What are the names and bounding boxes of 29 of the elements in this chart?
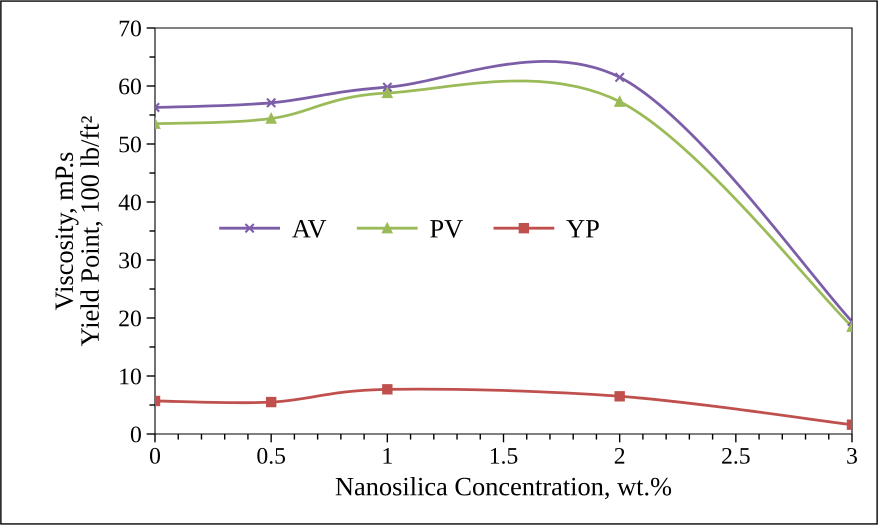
point (266, 396, 276, 408)
point (614, 72, 625, 83)
point (614, 96, 625, 107)
y-tick-label: 60 (119, 78, 141, 94)
y-tick-label: 40 (118, 194, 141, 210)
y-tick-label: 50 (120, 136, 141, 152)
point (382, 82, 393, 92)
x-tick-label: 2.5 (722, 448, 750, 464)
legend-label: YP (566, 220, 599, 238)
point (614, 391, 625, 402)
point (382, 88, 393, 98)
y-axis-title: Viscosity, mP.s Yield Point, 100 lb/ft² (55, 116, 103, 346)
y-tick-label: 0 (130, 426, 141, 442)
x-tick-label: 2 (614, 448, 624, 464)
x-tick-label: 3 (847, 448, 857, 464)
y-tick-label: 10 (120, 368, 141, 384)
y-tick-label: 20 (119, 310, 141, 326)
x-axis-title: Nanosilica Concentration, wt.% (336, 476, 672, 500)
y-tick-label: 30 (119, 252, 141, 268)
point (266, 98, 276, 108)
x-tick-label: 0 (150, 448, 160, 464)
x-tick-label: 1 (384, 448, 392, 464)
legend-label: AV (292, 220, 326, 238)
point (266, 113, 276, 124)
x-tick-label: 0.5 (257, 448, 285, 464)
legend-label: PV (430, 220, 463, 238)
y-tick-label: 70 (120, 20, 141, 36)
x-tick-label: 1.5 (490, 448, 518, 464)
point (382, 384, 393, 395)
